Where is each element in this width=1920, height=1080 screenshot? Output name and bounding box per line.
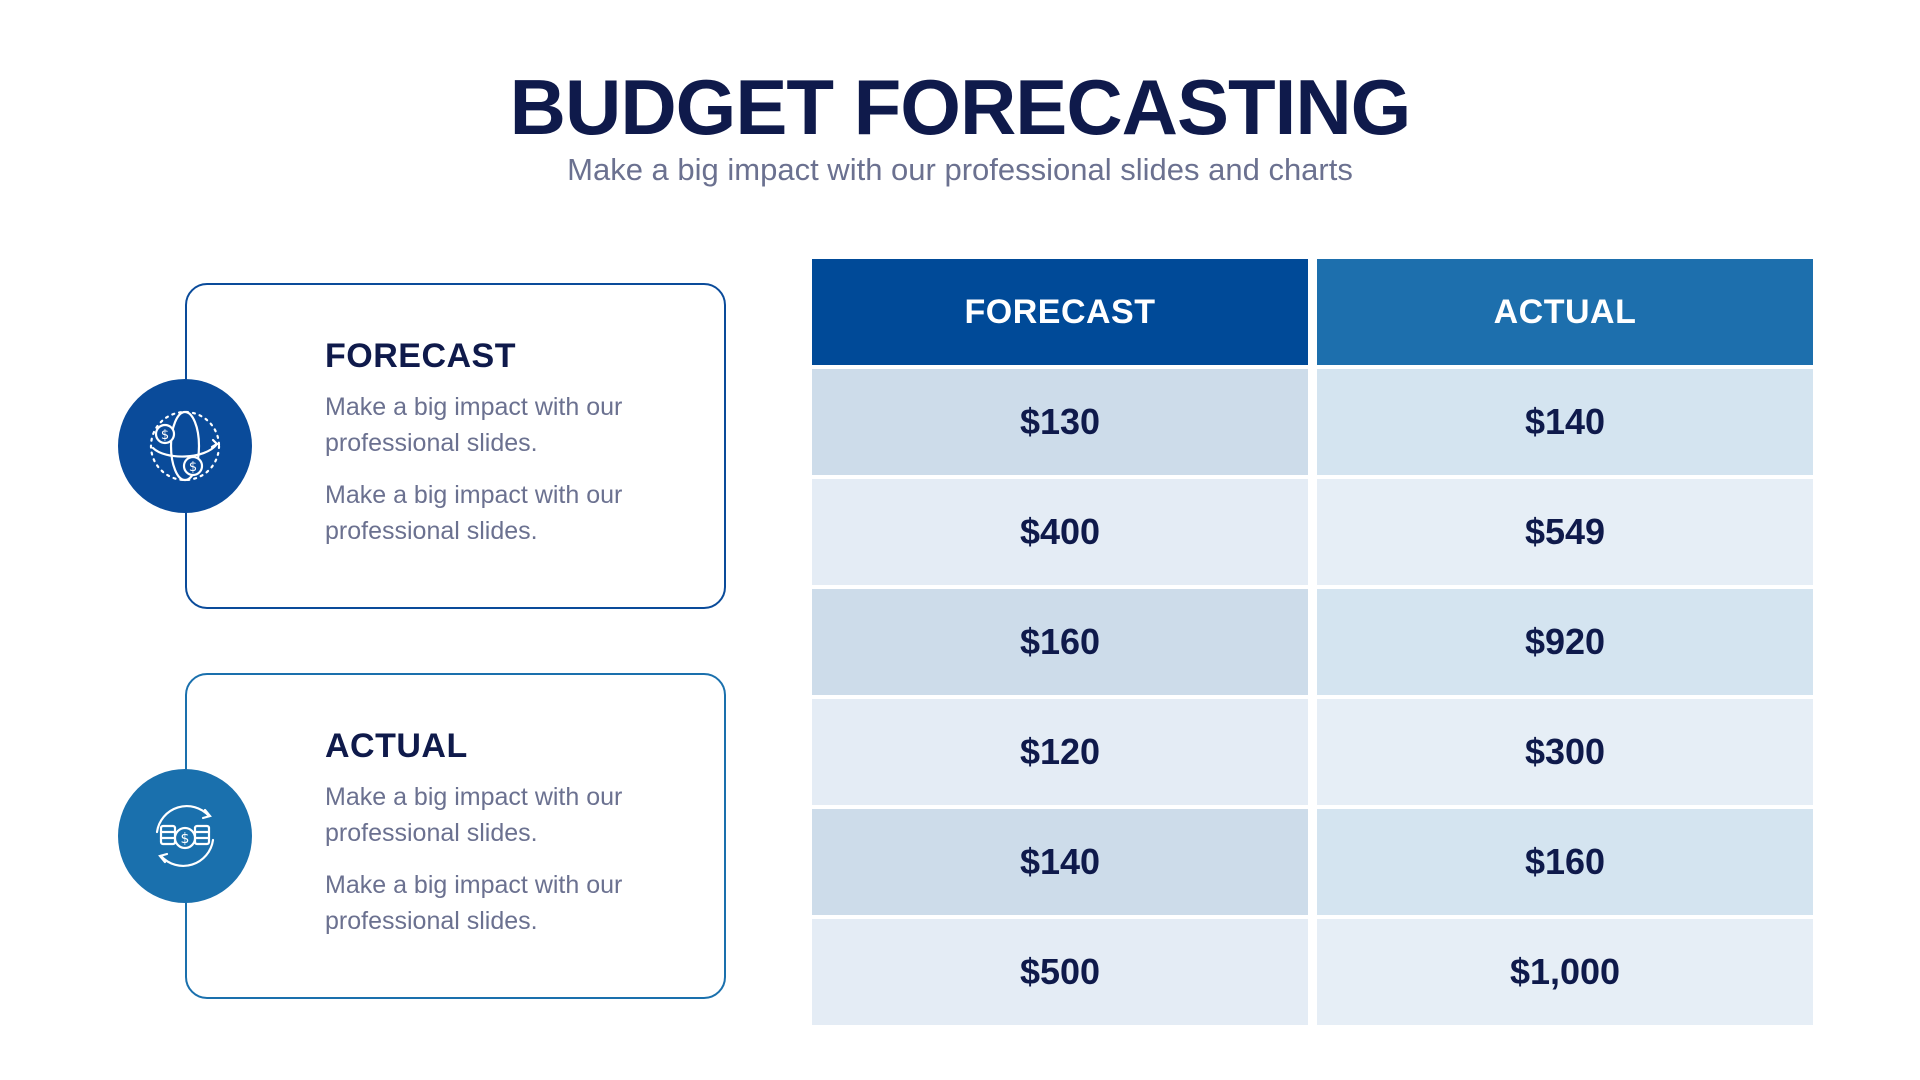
actual-cell: $300 (1317, 699, 1813, 805)
forecast-cell: $400 (812, 479, 1308, 585)
actual-card-text-2: Make a big impact with our professional … (325, 871, 623, 935)
actual-cell: $920 (1317, 589, 1813, 695)
forecast-cell: $500 (812, 919, 1308, 1025)
forecast-cell: $130 (812, 369, 1308, 475)
globe-dollar-icon: $ $ (118, 379, 252, 513)
coins-cycle-icon: $ (118, 769, 252, 903)
forecast-card-text-1: Make a big impact with our professional … (325, 393, 623, 457)
page-title: BUDGET FORECASTING (509, 63, 1412, 151)
actual-cell: $1,000 (1317, 919, 1813, 1025)
svg-text:$: $ (189, 460, 197, 475)
forecast-card: FORECAST Make a big impact with our prof… (185, 283, 726, 609)
budget-table: FORECAST ACTUAL $130 $140 $400 $549 $160… (812, 259, 1813, 1025)
page-subtitle: Make a big impact with our professional … (567, 152, 1353, 187)
actual-column-header: ACTUAL (1317, 259, 1813, 365)
actual-card-title: ACTUAL (325, 727, 468, 765)
forecast-card-text-2: Make a big impact with our professional … (325, 481, 623, 545)
forecast-column-header: FORECAST (812, 259, 1308, 365)
forecast-cell: $120 (812, 699, 1308, 805)
actual-card-text-1: Make a big impact with our professional … (325, 783, 623, 847)
actual-card: ACTUAL Make a big impact with our profes… (185, 673, 726, 999)
svg-text:$: $ (181, 831, 190, 847)
forecast-cell: $140 (812, 809, 1308, 915)
actual-cell: $160 (1317, 809, 1813, 915)
actual-cell: $140 (1317, 369, 1813, 475)
svg-text:$: $ (161, 428, 169, 443)
actual-cell: $549 (1317, 479, 1813, 585)
forecast-cell: $160 (812, 589, 1308, 695)
forecast-card-title: FORECAST (325, 337, 516, 375)
